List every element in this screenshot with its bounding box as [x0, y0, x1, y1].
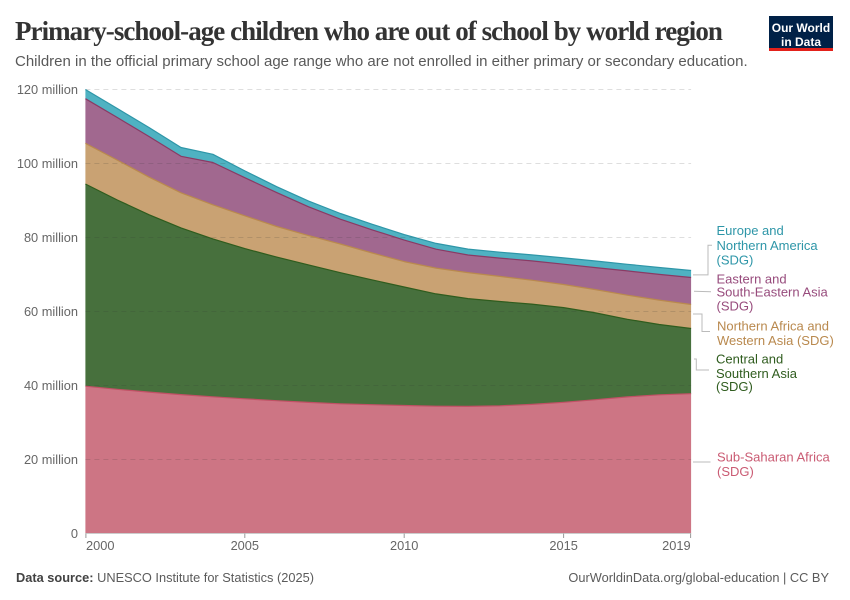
svg-text:2005: 2005	[231, 538, 259, 553]
svg-text:2019: 2019	[662, 538, 690, 553]
svg-text:(SDG): (SDG)	[717, 252, 754, 267]
svg-text:(SDG): (SDG)	[717, 299, 754, 314]
svg-text:60 million: 60 million	[24, 304, 78, 319]
svg-text:Western Asia (SDG): Western Asia (SDG)	[717, 333, 834, 348]
svg-text:2000: 2000	[86, 538, 114, 553]
svg-text:Eastern and: Eastern and	[717, 271, 787, 286]
svg-text:0: 0	[71, 526, 78, 541]
svg-text:Sub-Saharan Africa: Sub-Saharan Africa	[717, 450, 831, 465]
svg-text:40 million: 40 million	[24, 378, 78, 393]
svg-text:20 million: 20 million	[24, 452, 78, 467]
svg-text:Northern America: Northern America	[717, 238, 819, 253]
svg-text:Southern Asia: Southern Asia	[716, 366, 798, 381]
svg-text:South-Eastern Asia: South-Eastern Asia	[717, 284, 829, 299]
svg-text:2015: 2015	[549, 538, 577, 553]
svg-text:Central and: Central and	[716, 352, 783, 367]
svg-text:Northern Africa and: Northern Africa and	[717, 318, 829, 333]
svg-text:80 million: 80 million	[24, 230, 78, 245]
svg-text:(SDG): (SDG)	[716, 379, 753, 394]
svg-text:Europe and: Europe and	[717, 223, 784, 238]
svg-text:120 million: 120 million	[17, 82, 78, 97]
svg-text:2010: 2010	[390, 538, 418, 553]
svg-text:(SDG): (SDG)	[717, 464, 754, 479]
svg-text:100 million: 100 million	[17, 156, 78, 171]
